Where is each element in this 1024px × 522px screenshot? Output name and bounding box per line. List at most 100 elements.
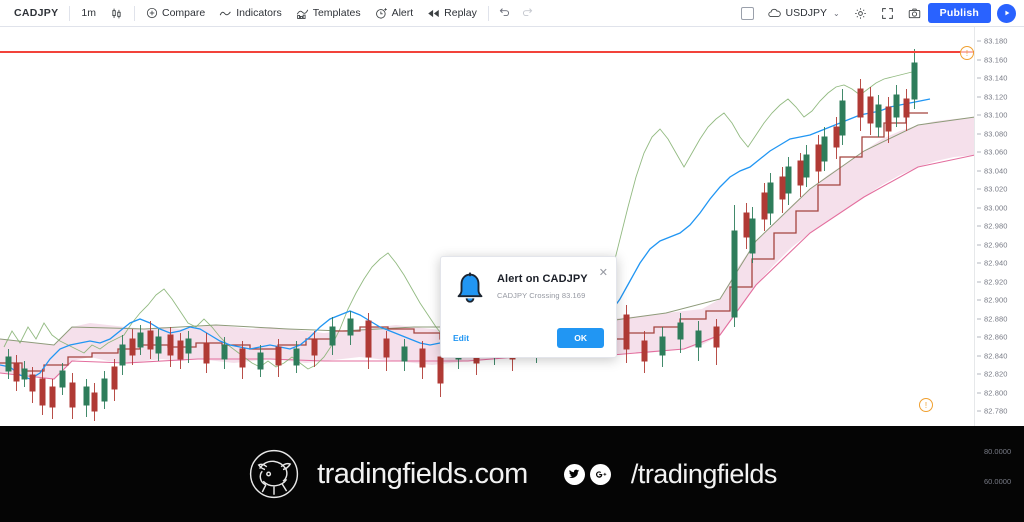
compare-button[interactable]: Compare	[139, 3, 212, 24]
replay-label: Replay	[444, 7, 477, 19]
snapshot-button[interactable]	[901, 3, 928, 24]
dialog-subtitle: CADJPY Crossing 83.169	[497, 291, 586, 300]
social-icons	[563, 463, 611, 485]
price-axis-label: 82.860	[984, 332, 1008, 342]
price-axis-divider	[974, 27, 975, 495]
google-plus-icon[interactable]	[589, 463, 611, 485]
price-tick	[977, 133, 981, 134]
dialog-ok-button[interactable]: OK	[557, 328, 604, 348]
symbol-button[interactable]: CADJPY	[6, 3, 65, 24]
publish-button[interactable]: Publish	[927, 3, 991, 23]
subpane-label-2: 60.0000	[984, 477, 1012, 486]
top-toolbar: CADJPY 1m Compare	[0, 0, 1024, 27]
price-axis-label: 83.100	[984, 110, 1008, 120]
price-tick	[977, 188, 981, 190]
alert-price-line[interactable]	[0, 51, 975, 53]
subpane-label-1: 80.0000	[984, 447, 1012, 456]
price-tick	[977, 244, 981, 245]
fullscreen-button[interactable]	[874, 3, 901, 24]
price-tick	[977, 373, 981, 375]
alert-marker-bottom-icon[interactable]: !	[919, 398, 933, 412]
camera-icon	[908, 7, 921, 20]
price-axis-label: 82.840	[984, 351, 1008, 360]
indicators-label: Indicators	[236, 7, 282, 19]
alert-marker-top-icon[interactable]: !	[960, 46, 974, 60]
price-axis-label: 83.020	[984, 184, 1008, 194]
symbol-label: CADJPY	[14, 7, 59, 19]
compare-label: Compare	[162, 7, 206, 19]
chart-container[interactable]: ! ! 83.180 83.160 83.140 83.120 83.100 83.080…	[0, 27, 1024, 522]
price-axis[interactable]: 83.180 83.160 83.140 83.120 83.100 83.080 83.0…	[975, 27, 1024, 495]
toolbar-divider-2	[134, 5, 135, 21]
play-button[interactable]	[997, 3, 1016, 23]
interval-label: 1m	[81, 7, 96, 19]
fullscreen-icon	[881, 7, 894, 20]
rewind-icon	[427, 7, 440, 20]
price-axis-label: 82.980	[984, 221, 1008, 231]
price-tick	[977, 355, 981, 356]
price-tick	[977, 207, 981, 208]
price-tick	[977, 225, 981, 227]
dialog-close-icon[interactable]: ✕	[598, 267, 608, 279]
bull-logo-icon	[249, 449, 299, 499]
toolbar-divider	[69, 5, 71, 21]
replay-button[interactable]: Replay	[420, 3, 484, 24]
price-tick	[977, 392, 981, 393]
price-axis-label: 83.060	[984, 147, 1008, 157]
price-axis-label: 82.900	[984, 295, 1008, 305]
price-axis-label: 82.880	[984, 314, 1008, 323]
price-tick	[977, 410, 981, 412]
price-tick	[977, 299, 981, 301]
templates-icon	[296, 7, 309, 20]
alert-marker-bottom-label: !	[924, 400, 928, 410]
twitter-icon[interactable]	[563, 463, 585, 485]
interval-button[interactable]: 1m	[74, 3, 103, 24]
candlestick-icon	[110, 7, 123, 20]
templates-label: Templates	[312, 7, 361, 19]
alert-dialog[interactable]: Alert on CADJPY CADJPY Crossing 83.169 ✕…	[440, 256, 617, 358]
wave-icon	[219, 7, 232, 20]
price-axis-label: 83.120	[984, 92, 1008, 101]
undo-button[interactable]	[493, 5, 516, 21]
watermark-banner: tradingfields.com /tradingfields	[0, 426, 1024, 522]
alert-label: Alert	[391, 7, 414, 19]
account-label: USDJPY	[785, 7, 827, 19]
layout-checkbox[interactable]	[734, 3, 761, 24]
price-tick	[977, 96, 981, 97]
gear-icon	[854, 7, 867, 20]
indicators-button[interactable]: Indicators	[212, 3, 289, 24]
price-tick	[977, 40, 981, 42]
price-tick	[977, 262, 981, 264]
price-axis-label: 83.180	[984, 36, 1008, 46]
price-tick	[977, 114, 981, 116]
watermark-site: tradingfields.com	[317, 457, 528, 490]
price-axis-label: 82.780	[984, 406, 1008, 416]
price-axis-label: 82.920	[984, 277, 1008, 286]
templates-button[interactable]: Templates	[289, 3, 368, 24]
price-axis-label: 82.820	[984, 369, 1008, 379]
dialog-title: Alert on CADJPY	[497, 273, 588, 285]
price-axis-label: 83.000	[984, 203, 1008, 212]
chart-type-button[interactable]	[103, 3, 130, 24]
price-tick	[977, 336, 981, 338]
alert-marker-top-label: !	[965, 48, 969, 58]
settings-button[interactable]	[847, 3, 874, 24]
alert-button[interactable]: Alert	[368, 3, 421, 24]
watermark-handle: /tradingfields	[630, 458, 778, 489]
price-axis-label: 83.080	[984, 129, 1008, 138]
price-axis-label: 82.960	[984, 240, 1008, 249]
dialog-edit-link[interactable]: Edit	[453, 333, 470, 343]
chevron-down-icon: ⌄	[832, 8, 840, 18]
redo-button[interactable]	[516, 5, 539, 21]
candlestick-series	[5, 49, 918, 421]
price-axis-label: 82.800	[984, 388, 1008, 397]
account-selector[interactable]: USDJPY ⌄	[761, 3, 847, 24]
price-axis-label: 83.160	[984, 55, 1008, 64]
price-axis-label: 83.040	[984, 166, 1008, 175]
price-tick	[977, 318, 981, 319]
cloud-icon	[767, 8, 782, 19]
price-tick	[977, 170, 981, 171]
price-tick	[977, 151, 981, 153]
price-axis-label: 83.140	[984, 73, 1008, 83]
